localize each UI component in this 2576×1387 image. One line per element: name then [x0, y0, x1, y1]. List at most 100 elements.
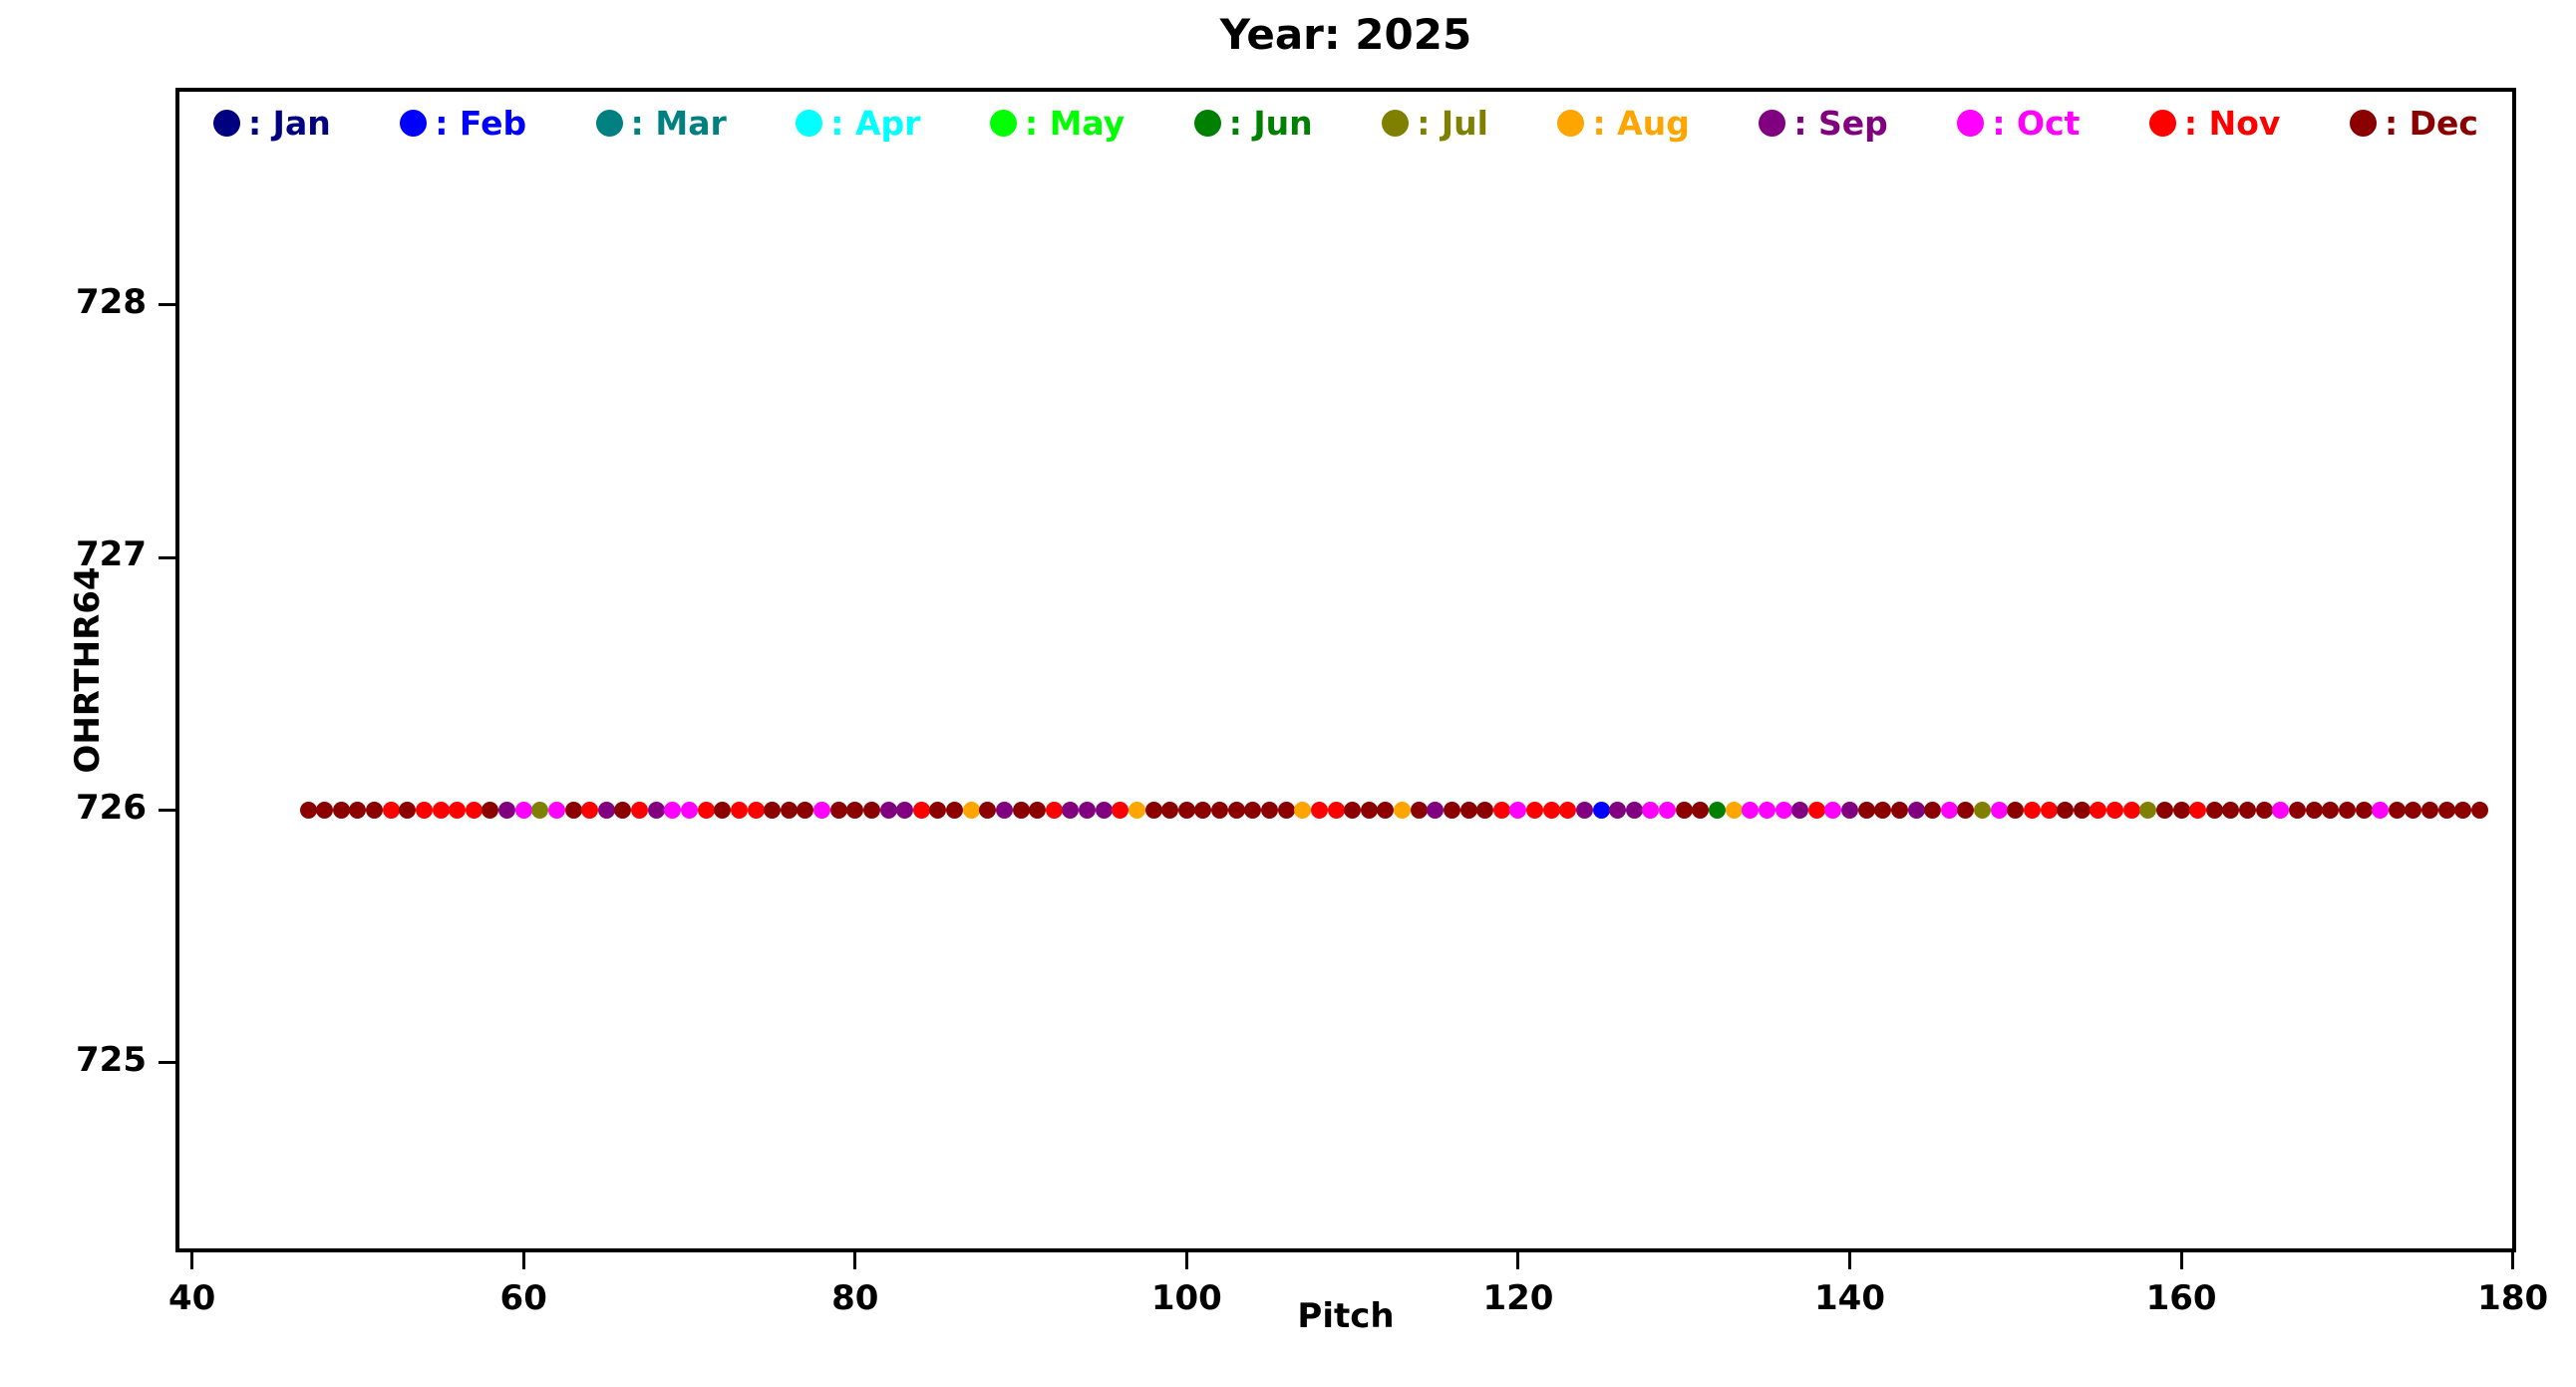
data-point [332, 802, 350, 820]
data-point [1294, 802, 1312, 820]
data-point [1127, 802, 1145, 820]
chart-title: Year: 2025 [1219, 10, 1472, 59]
x-tick-mark [2511, 1252, 2515, 1269]
data-point [1194, 802, 1212, 820]
data-point [316, 802, 334, 820]
legend-marker-icon [1193, 110, 1221, 137]
data-point [1807, 802, 1825, 820]
data-point [2405, 802, 2422, 820]
x-tick-label: 100 [1150, 1278, 1222, 1318]
data-point [1327, 802, 1345, 820]
data-point [1492, 802, 1510, 820]
data-point [664, 802, 682, 820]
data-point [2454, 802, 2472, 820]
data-point [2057, 802, 2075, 820]
data-point [1791, 802, 1809, 820]
data-point [2172, 802, 2190, 820]
data-point [2122, 802, 2140, 820]
data-point [1410, 802, 1428, 820]
data-point [1725, 802, 1743, 820]
data-point [631, 802, 649, 820]
data-point [1144, 802, 1162, 820]
legend-marker-icon [796, 110, 823, 137]
data-point [1459, 802, 1477, 820]
x-tick-label: 180 [2477, 1278, 2549, 1318]
data-point [1857, 802, 1875, 820]
data-point [680, 802, 698, 820]
legend-item-oct: : Oct [1957, 104, 2080, 143]
data-point [647, 802, 665, 820]
data-point [2255, 802, 2273, 820]
legend-item-jan: : Jan [213, 104, 331, 143]
data-point [1261, 802, 1278, 820]
legend-marker-icon [595, 110, 623, 137]
data-point [614, 802, 632, 820]
data-point [2106, 802, 2124, 820]
legend-item-feb: : Feb [400, 104, 526, 143]
legend-marker-icon [1557, 110, 1585, 137]
x-tick-label: 120 [1482, 1278, 1554, 1318]
data-point [714, 802, 732, 820]
data-point [449, 802, 467, 820]
data-point [2338, 802, 2356, 820]
data-point [1575, 802, 1593, 820]
x-tick-label: 140 [1814, 1278, 1885, 1318]
legend-label: : Oct [1992, 104, 2081, 143]
data-point [946, 802, 964, 820]
x-tick-mark [1184, 1252, 1188, 1269]
data-point [2139, 802, 2157, 820]
data-point [2023, 802, 2041, 820]
legend-marker-icon [400, 110, 428, 137]
legend-label: : Nov [2183, 104, 2281, 143]
data-point [597, 802, 615, 820]
data-point [2322, 802, 2340, 820]
legend-marker-icon [1759, 110, 1786, 137]
data-point [498, 802, 516, 820]
data-point [1924, 802, 1942, 820]
data-point [1542, 802, 1560, 820]
legend-label: : Jun [1228, 104, 1313, 143]
data-point [2305, 802, 2323, 820]
x-tick-mark [1516, 1252, 1520, 1269]
data-point [399, 802, 417, 820]
x-axis-label: Pitch [1297, 1296, 1395, 1336]
legend-label: : Aug [1592, 104, 1690, 143]
data-point [1592, 802, 1610, 820]
data-point [780, 802, 798, 820]
data-point [1890, 802, 1908, 820]
y-tick-mark [159, 555, 175, 559]
data-point [2222, 802, 2240, 820]
data-point [1227, 802, 1245, 820]
data-point [1012, 802, 1030, 820]
data-point [912, 802, 930, 820]
data-point [2007, 802, 2025, 820]
data-point [1509, 802, 1527, 820]
data-point [366, 802, 384, 820]
data-point [1079, 802, 1097, 820]
x-tick-label: 80 [831, 1278, 879, 1318]
data-point [1559, 802, 1577, 820]
data-point [1957, 802, 1975, 820]
data-point [2437, 802, 2455, 820]
data-point [2288, 802, 2306, 820]
data-point [299, 802, 317, 820]
data-point [1758, 802, 1775, 820]
x-tick-mark [853, 1252, 857, 1269]
y-tick-label: 728 [76, 281, 147, 322]
legend-marker-icon [1957, 110, 1985, 137]
data-point [862, 802, 880, 820]
data-point [2205, 802, 2223, 820]
legend: : Jan: Feb: Mar: Apr: May: Jun: Jul: Aug… [179, 104, 2512, 143]
data-point [1990, 802, 2008, 820]
data-point [2470, 802, 2488, 820]
legend-marker-icon [1382, 110, 1410, 137]
x-tick-label: 160 [2145, 1278, 2217, 1318]
legend-label: : Sep [1793, 104, 1888, 143]
data-point [1161, 802, 1179, 820]
legend-label: : Mar [630, 104, 727, 143]
data-point [697, 802, 715, 820]
data-point [1907, 802, 1925, 820]
data-point [813, 802, 831, 820]
data-point [531, 802, 549, 820]
